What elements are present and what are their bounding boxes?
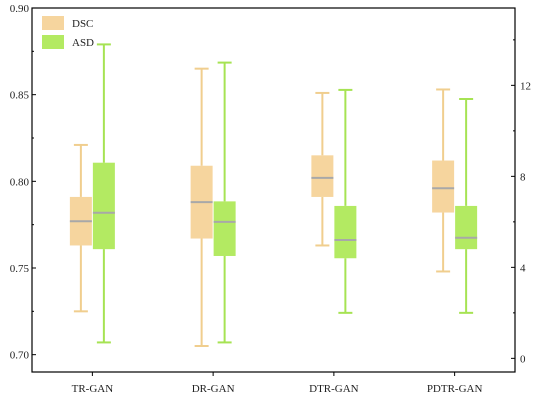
legend-swatch-dsc	[42, 16, 64, 30]
y-tick-label-left: 0.80	[10, 176, 30, 188]
y-tick-label-left: 0.70	[10, 350, 30, 362]
dsc-box	[432, 160, 455, 213]
y-tick-label-left: 0.75	[10, 263, 30, 275]
y-tick-label-right: 0	[520, 353, 526, 365]
plot-frame	[31, 7, 516, 373]
x-tick-label: TR-GAN	[72, 383, 114, 395]
asd-box	[213, 201, 236, 256]
x-tick-label: DR-GAN	[192, 383, 235, 395]
legend-swatch-asd	[42, 35, 64, 49]
legend-label-dsc: DSC	[72, 18, 93, 30]
legend-label-asd: ASD	[72, 37, 94, 49]
y-tick-label-left: 0.90	[10, 3, 30, 15]
asd-box	[334, 205, 357, 259]
y-tick-label-right: 8	[520, 171, 526, 183]
dsc-box	[311, 155, 334, 197]
asd-box	[455, 205, 478, 250]
y-tick-label-right: 4	[520, 262, 526, 274]
asd-box	[92, 162, 115, 250]
y-tick-label-left: 0.85	[10, 90, 30, 102]
x-tick-label: DTR-GAN	[309, 383, 359, 395]
y-tick-label-right: 12	[520, 80, 531, 92]
x-tick-label: PDTR-GAN	[427, 383, 483, 395]
